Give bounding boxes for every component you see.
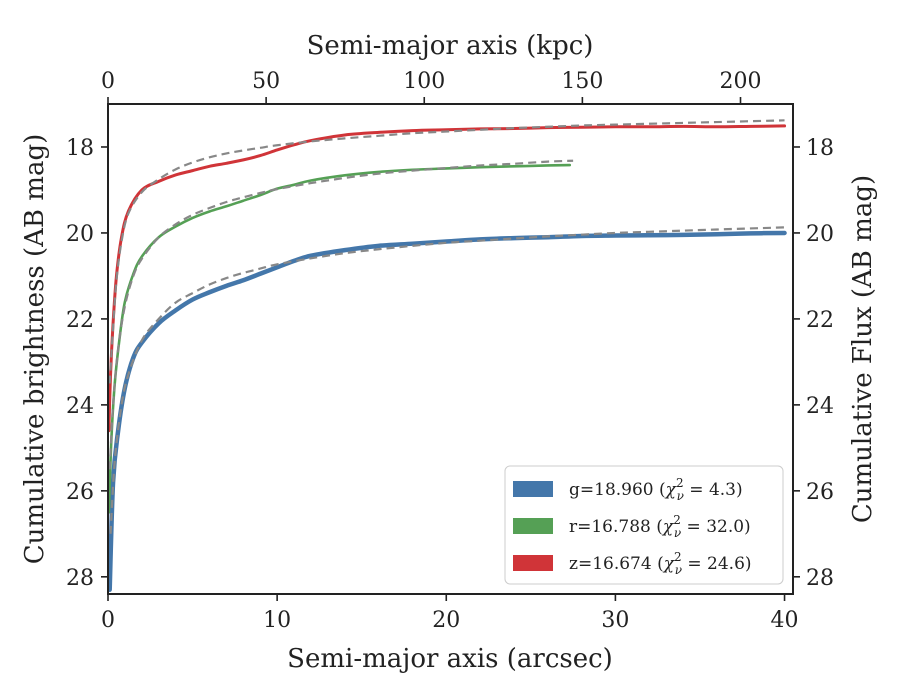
y-left-axis-title: Cumulative brightness (AB mag) <box>20 134 50 565</box>
y-left-tick-label: 28 <box>66 566 94 591</box>
y-right-axis-title: Cumulative Flux (AB mag) <box>848 175 878 523</box>
y-right-tick-label: 18 <box>806 136 834 161</box>
x-top-axis-title: Semi-major axis (kpc) <box>307 31 594 61</box>
series-line-z <box>108 124 787 433</box>
x-bottom-axis: 0 10 20 30 40 <box>101 594 799 633</box>
x-bottom-tick-label: 0 <box>101 608 115 633</box>
x-bottom-axis-title: Semi-major axis (arcsec) <box>287 644 613 674</box>
y-left-tick-label: 22 <box>66 308 94 333</box>
fit-layer <box>108 119 785 534</box>
fit-line-z <box>108 119 785 384</box>
plot-frame <box>107 103 794 595</box>
legend-swatch-g <box>513 481 553 497</box>
legend-entries: g=18.960 (χ2 ν = 4.3) r=16.788 (χ2 ν = 32.0… <box>513 476 752 577</box>
y-right-tick-label: 22 <box>806 308 834 333</box>
x-top-tick-label: 50 <box>252 69 280 94</box>
y-right-tick-label: 28 <box>806 566 834 591</box>
legend-label-g: g=18.960 (χ2 ν = 4.3) <box>569 476 743 503</box>
y-left-tick-label: 26 <box>66 480 94 505</box>
y-right-tick-label: 20 <box>806 222 834 247</box>
y-left-tick-label: 18 <box>66 136 94 161</box>
y-right-axis: 18 20 22 24 26 28 <box>793 136 834 591</box>
legend-box <box>504 465 784 585</box>
x-bottom-tick-label: 10 <box>263 608 291 633</box>
x-top-tick-label: 100 <box>403 69 445 94</box>
y-right-tick-label: 26 <box>806 480 834 505</box>
x-bottom-tick-label: 20 <box>432 608 460 633</box>
x-top-tick-label: 200 <box>720 69 762 94</box>
series-line-r <box>108 163 572 514</box>
fit-line-g <box>109 226 785 534</box>
x-top-tick-label: 150 <box>561 69 603 94</box>
fit-line-r <box>108 159 574 470</box>
legend: g=18.960 (χ2 ν = 4.3) r=16.788 (χ2 ν = 32.0… <box>504 465 784 585</box>
x-bottom-tick-label: 30 <box>601 608 629 633</box>
y-left-axis: 18 20 22 24 26 28 <box>66 136 108 591</box>
legend-swatch-z <box>513 555 553 571</box>
x-bottom-tick-label: 40 <box>771 608 799 633</box>
legend-label-r: r=16.788 (χ2 ν = 32.0) <box>569 513 751 540</box>
x-top-tick-label: 0 <box>101 69 115 94</box>
legend-swatch-r <box>513 518 553 534</box>
y-left-tick-label: 20 <box>66 222 94 247</box>
y-right-tick-label: 24 <box>806 394 834 419</box>
legend-label-z: z=16.674 (χ2 ν = 24.6) <box>569 550 752 577</box>
x-top-axis: 0 50 100 150 200 <box>101 69 762 104</box>
y-left-tick-label: 24 <box>66 394 94 419</box>
